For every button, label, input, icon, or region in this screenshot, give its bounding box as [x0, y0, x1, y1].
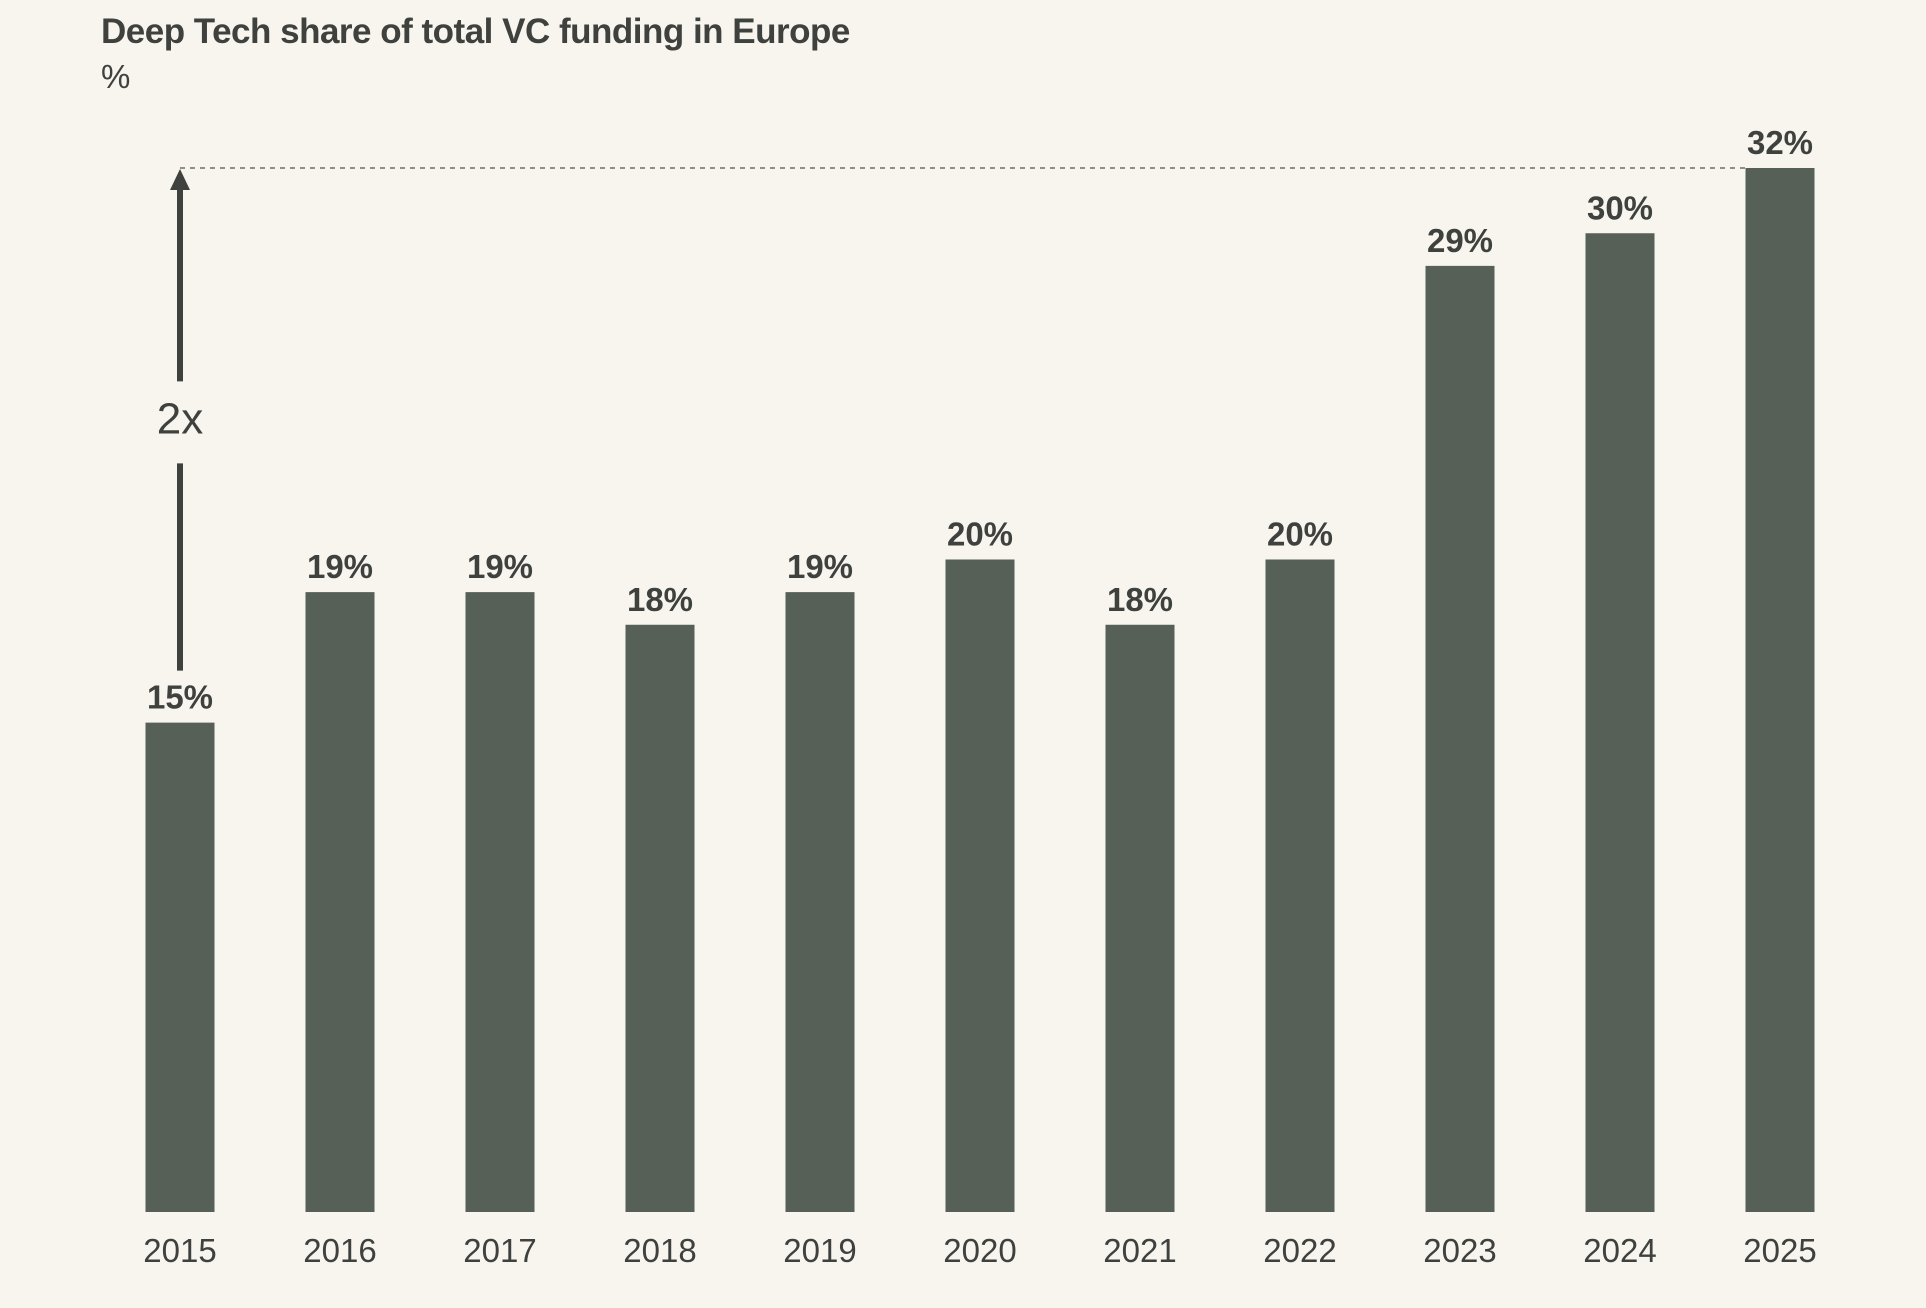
x-tick-2019: 2019	[783, 1232, 856, 1269]
value-label-2022: 20%	[1267, 516, 1333, 553]
value-label-2015: 15%	[147, 679, 213, 716]
bar-2018	[625, 624, 695, 1212]
bar-2025	[1745, 168, 1815, 1212]
x-tick-2021: 2021	[1103, 1232, 1176, 1269]
bar-2019	[785, 592, 855, 1212]
growth-multiplier-label: 2x	[157, 394, 203, 443]
value-label-2017: 19%	[467, 548, 533, 585]
x-tick-2023: 2023	[1423, 1232, 1496, 1269]
value-label-2023: 29%	[1427, 222, 1493, 259]
bar-2023	[1425, 265, 1495, 1212]
x-tick-2016: 2016	[303, 1232, 376, 1269]
value-label-2020: 20%	[947, 516, 1013, 553]
bar-2017	[465, 592, 535, 1212]
x-axis-tick-labels: 2015 2016 2017 2018 2019 2020 2021 2022 2023 2024…	[143, 1232, 1816, 1269]
value-label-2024: 30%	[1587, 189, 1653, 226]
value-label-2019: 19%	[787, 548, 853, 585]
x-tick-2015: 2015	[143, 1232, 216, 1269]
x-tick-2022: 2022	[1263, 1232, 1336, 1269]
value-label-2016: 19%	[307, 548, 373, 585]
bars-group	[145, 168, 1815, 1212]
x-tick-2020: 2020	[943, 1232, 1016, 1269]
value-labels-group: 15% 19% 19% 18% 19% 20% 18% 20% 29% 30% 32%	[147, 124, 1813, 716]
bar-2020	[945, 559, 1015, 1212]
bar-2024	[1585, 233, 1655, 1212]
x-tick-2017: 2017	[463, 1232, 536, 1269]
value-label-2018: 18%	[627, 581, 693, 618]
bar-2022	[1265, 559, 1335, 1212]
bar-2021	[1105, 624, 1175, 1212]
chart-title: Deep Tech share of total VC funding in E…	[101, 12, 850, 51]
value-label-2025: 32%	[1747, 124, 1813, 161]
chart-unit-label: %	[101, 58, 131, 95]
bar-2016	[305, 592, 375, 1212]
growth-annotation: 2x	[157, 167, 1746, 671]
x-tick-2025: 2025	[1743, 1232, 1816, 1269]
x-tick-2018: 2018	[623, 1232, 696, 1269]
bar-2015	[145, 722, 215, 1212]
x-tick-2024: 2024	[1583, 1232, 1656, 1269]
value-label-2021: 18%	[1107, 581, 1173, 618]
arrow-head	[170, 169, 190, 190]
